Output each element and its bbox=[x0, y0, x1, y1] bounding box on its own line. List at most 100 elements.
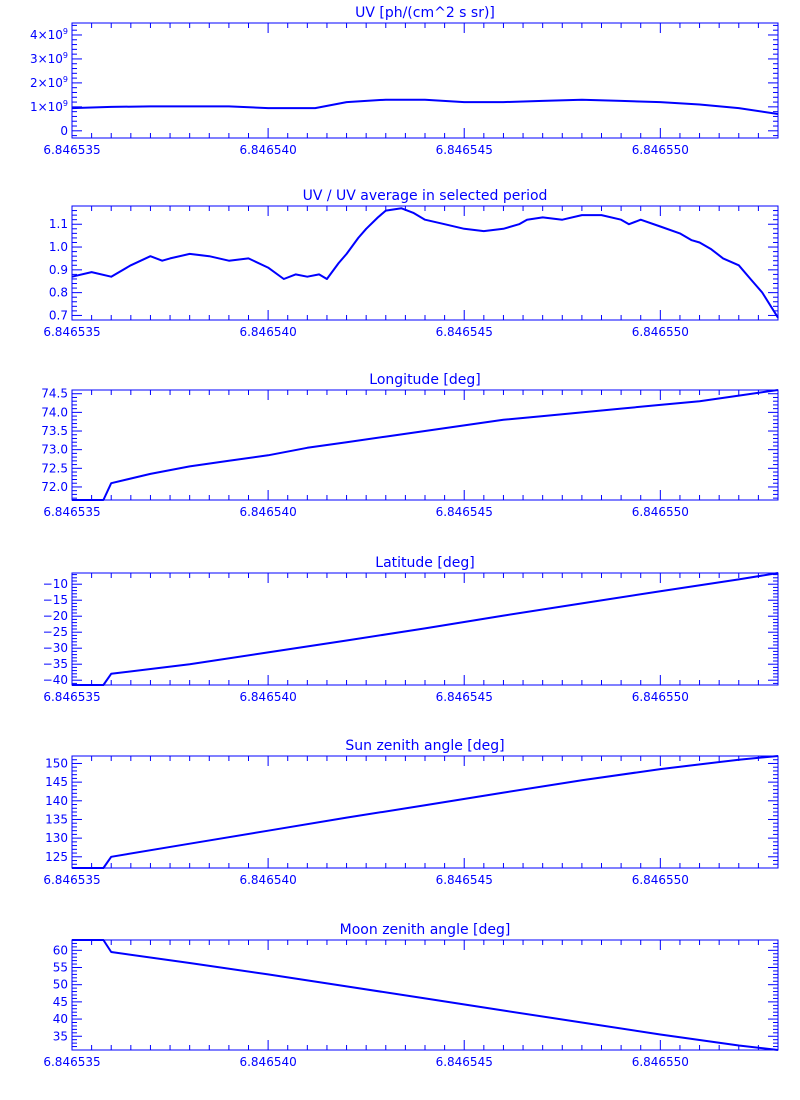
y-tick-label: 60 bbox=[53, 943, 68, 957]
x-tick-label: 6.846545 bbox=[436, 505, 493, 519]
y-tick-mantissa: 1.0 bbox=[49, 240, 68, 254]
y-tick-mantissa: 1.1 bbox=[49, 217, 68, 231]
series-line bbox=[71, 98, 779, 115]
y-tick-label: 125 bbox=[45, 850, 68, 864]
y-tick-label: 72.5 bbox=[41, 461, 68, 475]
y-tick-mantissa: 125 bbox=[45, 850, 68, 864]
y-tick-mantissa: 140 bbox=[45, 794, 68, 808]
plot-frame bbox=[71, 205, 779, 321]
chart-title: Moon zenith angle [deg] bbox=[340, 922, 511, 938]
x-tick-label: 6.846540 bbox=[239, 1055, 296, 1069]
y-tick-exponent: 9 bbox=[63, 51, 68, 60]
x-tick-label: 6.846545 bbox=[436, 325, 493, 339]
y-tick-label: 3×109 bbox=[30, 51, 68, 66]
y-tick-mantissa: 0.9 bbox=[49, 263, 68, 277]
x-tick-label: 6.846540 bbox=[239, 143, 296, 157]
y-tick-label: 4×109 bbox=[30, 27, 68, 42]
y-tick-mantissa: 72.5 bbox=[41, 461, 68, 475]
plot-frame bbox=[71, 755, 779, 869]
y-tick-label: −25 bbox=[43, 625, 68, 639]
y-tick-mantissa: 74.5 bbox=[41, 387, 68, 401]
y-tick-mantissa: −20 bbox=[43, 609, 68, 623]
y-tick-mantissa: 60 bbox=[53, 943, 68, 957]
y-tick-label: 74.0 bbox=[41, 405, 68, 419]
y-tick-mantissa: 0.7 bbox=[49, 308, 68, 322]
y-tick-label: 1.0 bbox=[49, 240, 68, 254]
chart-title: Longitude [deg] bbox=[369, 372, 480, 388]
x-tick-label: 6.846535 bbox=[43, 325, 100, 339]
y-tick-mantissa: 2×10 bbox=[30, 76, 63, 90]
y-tick-label: 150 bbox=[45, 756, 68, 770]
y-tick-label: 72.0 bbox=[41, 480, 68, 494]
y-tick-mantissa: 0 bbox=[60, 124, 68, 138]
y-tick-mantissa: 4×10 bbox=[30, 28, 63, 42]
x-tick-label: 6.846550 bbox=[632, 505, 689, 519]
y-tick-label: 145 bbox=[45, 775, 68, 789]
y-tick-label: 35 bbox=[53, 1029, 68, 1043]
x-tick-label: 6.846540 bbox=[239, 325, 296, 339]
y-tick-mantissa: 50 bbox=[53, 978, 68, 992]
y-tick-mantissa: 55 bbox=[53, 961, 68, 975]
x-tick-label: 6.846535 bbox=[43, 873, 100, 887]
y-tick-mantissa: −30 bbox=[43, 641, 68, 655]
chart-panel-1: UV [ph/(cm^2 s sr)] 6.846535 6.846540 6.846… bbox=[30, 5, 779, 157]
x-tick-label: 6.846540 bbox=[239, 873, 296, 887]
y-tick-mantissa: −10 bbox=[43, 577, 68, 591]
chart-title: Latitude [deg] bbox=[375, 555, 474, 571]
x-tick-label: 6.846545 bbox=[436, 143, 493, 157]
y-tick-mantissa: 150 bbox=[45, 756, 68, 770]
y-tick-label: 0 bbox=[60, 124, 68, 138]
y-tick-mantissa: 35 bbox=[53, 1029, 68, 1043]
series-line bbox=[72, 755, 779, 869]
x-tick-label: 6.846545 bbox=[436, 690, 493, 704]
y-tick-label: 0.9 bbox=[49, 263, 68, 277]
chart-panel-5: Sun zenith angle [deg] 6.846535 6.846540 6.… bbox=[43, 738, 779, 887]
chart-panel-2: UV / UV average in selected period 6.8465… bbox=[43, 188, 779, 339]
y-tick-mantissa: 130 bbox=[45, 831, 68, 845]
y-tick-mantissa: 135 bbox=[45, 812, 68, 826]
y-tick-mantissa: 3×10 bbox=[30, 52, 63, 66]
y-tick-mantissa: 45 bbox=[53, 995, 68, 1009]
y-tick-label: 74.5 bbox=[41, 387, 68, 401]
y-tick-label: 1.1 bbox=[49, 217, 68, 231]
y-tick-mantissa: 40 bbox=[53, 1012, 68, 1026]
y-tick-exponent: 9 bbox=[63, 99, 68, 108]
x-tick-label: 6.846550 bbox=[632, 873, 689, 887]
plot-frame bbox=[71, 939, 779, 1051]
chart-title: UV [ph/(cm^2 s sr)] bbox=[355, 5, 495, 21]
y-tick-mantissa: 74.0 bbox=[41, 405, 68, 419]
x-tick-label: 6.846540 bbox=[239, 505, 296, 519]
y-tick-label: 135 bbox=[45, 812, 68, 826]
x-tick-label: 6.846535 bbox=[43, 690, 100, 704]
x-tick-label: 6.846550 bbox=[632, 690, 689, 704]
x-tick-label: 6.846535 bbox=[43, 1055, 100, 1069]
y-tick-mantissa: 73.5 bbox=[41, 424, 68, 438]
y-tick-label: −35 bbox=[43, 657, 68, 671]
x-tick-label: 6.846550 bbox=[632, 325, 689, 339]
plot-frame bbox=[71, 22, 779, 139]
chart-panel-4: Latitude [deg] 6.846535 6.846540 6.846545 6.… bbox=[43, 555, 779, 704]
y-tick-label: 130 bbox=[45, 831, 68, 845]
y-tick-label: −40 bbox=[43, 673, 68, 687]
y-tick-mantissa: 1×10 bbox=[30, 100, 63, 114]
y-tick-label: 40 bbox=[53, 1012, 68, 1026]
chart-panel-3: Longitude [deg] 6.846535 6.846540 6.846545 6… bbox=[41, 372, 779, 519]
y-tick-label: −30 bbox=[43, 641, 68, 655]
y-tick-mantissa: −35 bbox=[43, 657, 68, 671]
y-tick-mantissa: 145 bbox=[45, 775, 68, 789]
y-tick-mantissa: −25 bbox=[43, 625, 68, 639]
y-tick-label: 140 bbox=[45, 794, 68, 808]
x-tick-label: 6.846550 bbox=[632, 143, 689, 157]
plot-frame bbox=[71, 389, 779, 501]
y-tick-label: 2×109 bbox=[30, 75, 68, 90]
y-tick-label: 1×109 bbox=[30, 99, 68, 114]
y-tick-exponent: 9 bbox=[63, 75, 68, 84]
chart-panel-6: Moon zenith angle [deg] 6.846535 6.846540 6… bbox=[43, 922, 779, 1069]
chart-title: UV / UV average in selected period bbox=[303, 188, 548, 204]
y-tick-exponent: 9 bbox=[63, 27, 68, 36]
y-tick-label: 45 bbox=[53, 995, 68, 1009]
y-tick-mantissa: 72.0 bbox=[41, 480, 68, 494]
chart-title: Sun zenith angle [deg] bbox=[345, 738, 504, 754]
x-tick-label: 6.846535 bbox=[43, 143, 100, 157]
